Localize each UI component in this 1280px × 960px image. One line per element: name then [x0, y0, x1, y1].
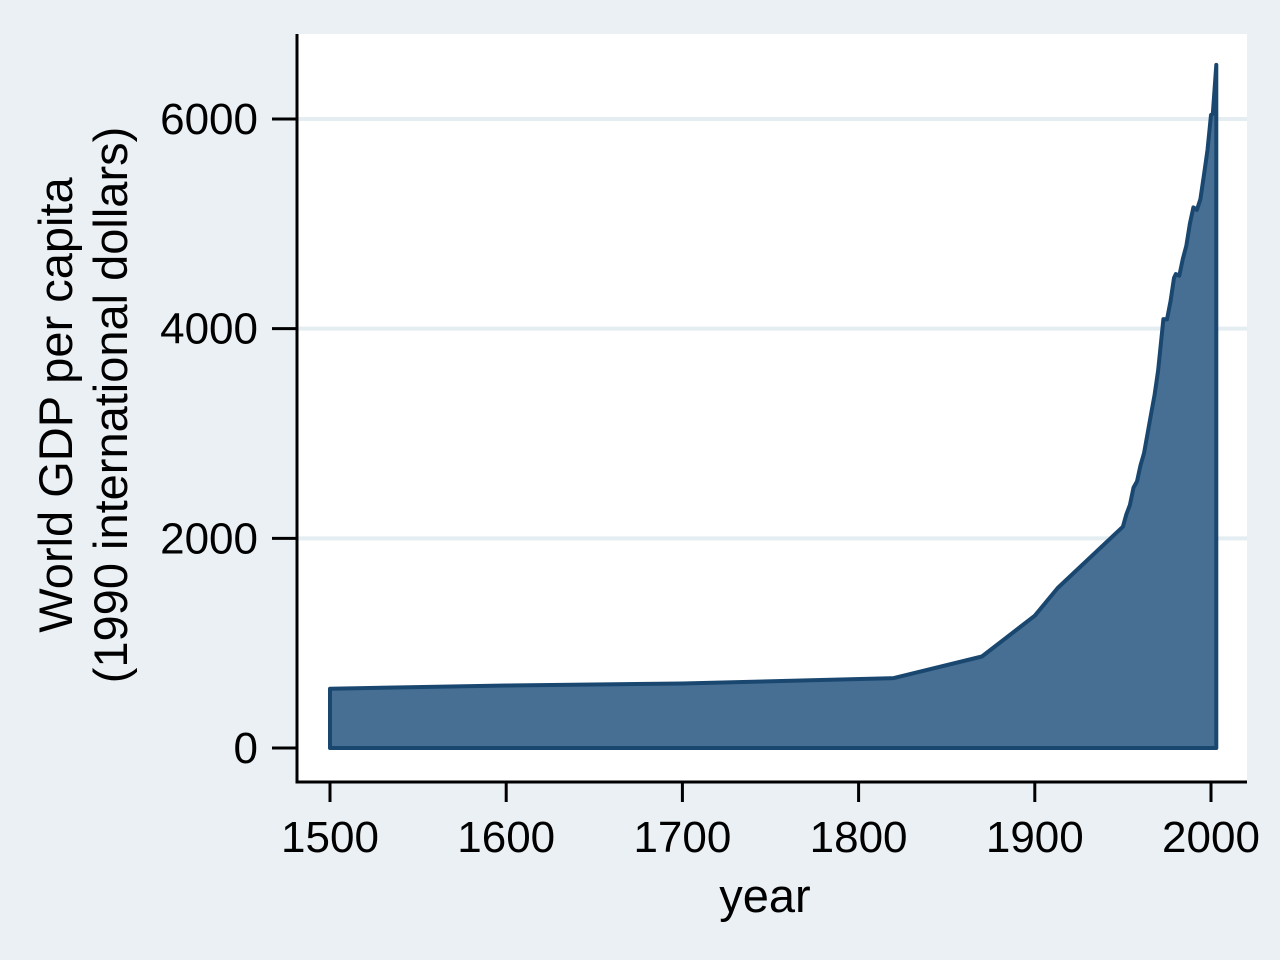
area-series: [328, 62, 1219, 750]
x-axis-title: year: [719, 869, 810, 922]
x-tick-label: 1600: [457, 813, 555, 862]
y-tick-label: 4000: [160, 305, 258, 354]
x-tick-label: 2000: [1162, 813, 1260, 862]
y-axis-title-line1: World GDP per capita: [29, 176, 82, 632]
y-axis-tick-labels: 0 2000 4000 6000: [160, 95, 258, 773]
x-axis-tick-labels: 1500 1600 1700 1800 1900 2000: [281, 813, 1260, 862]
y-axis-ticks: [272, 117, 297, 750]
x-tick-label: 1700: [633, 813, 731, 862]
x-axis-ticks: [328, 782, 1213, 802]
y-axis-title-line2: (1990 international dollars): [84, 127, 137, 684]
y-tick-label: 2000: [160, 514, 258, 563]
y-tick-label: 6000: [160, 95, 258, 144]
y-gridlines: [297, 116, 1247, 541]
gdp-area: [328, 62, 1219, 750]
x-tick-label: 1800: [810, 813, 908, 862]
y-tick-label: 0: [234, 724, 258, 773]
axes: [295, 34, 1247, 784]
x-tick-label: 1900: [986, 813, 1084, 862]
x-tick-label: 1500: [281, 813, 379, 862]
